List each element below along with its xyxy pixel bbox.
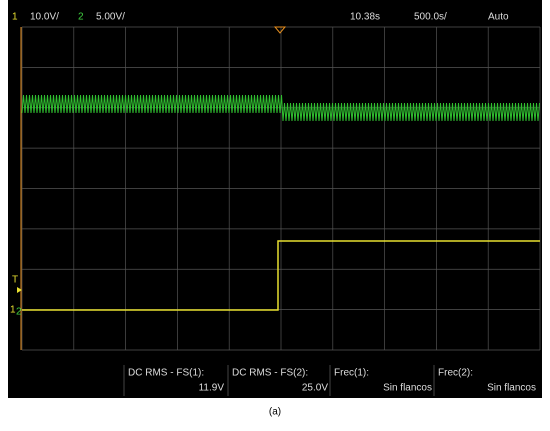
measurement-value: Sin flancos xyxy=(487,383,536,394)
measurements: DC RMS - FS(1): 11.9V DC RMS - FS(2): 25.0V… xyxy=(123,365,536,396)
measurement-label: Frec(2): xyxy=(438,368,473,379)
trigger-mode: Auto xyxy=(488,12,509,23)
measurement-label: DC RMS - FS(1): xyxy=(128,368,204,379)
measurement-label: Frec(1): xyxy=(334,368,369,379)
graticule xyxy=(21,26,541,351)
ch1-marker: 1 xyxy=(10,305,16,316)
trigger-marker: T xyxy=(12,275,18,286)
measurement-value: 25.0V xyxy=(302,383,328,394)
ch2-marker: 2 xyxy=(16,307,22,318)
ch2-trace xyxy=(21,94,540,122)
trigger-arrow xyxy=(17,287,22,293)
ch1-number: 1 xyxy=(12,12,18,23)
time-offset: 10.38s xyxy=(350,12,380,23)
trigger-position xyxy=(273,26,287,34)
ch1-trace xyxy=(22,240,540,311)
measurement-bar xyxy=(8,352,542,398)
ch2-number: 2 xyxy=(78,12,84,23)
measurement-label: DC RMS - FS(2): xyxy=(232,368,308,379)
time-scale: 500.0s/ xyxy=(414,12,447,23)
caption: (a) xyxy=(269,407,281,418)
ch1-scale: 10.0V/ xyxy=(30,12,59,23)
measurement-value: 11.9V xyxy=(199,383,225,394)
screen xyxy=(8,0,542,398)
ch2-scale: 5.00V/ xyxy=(96,12,125,23)
traces xyxy=(20,27,540,350)
measurement-value: Sin flancos xyxy=(383,383,432,394)
